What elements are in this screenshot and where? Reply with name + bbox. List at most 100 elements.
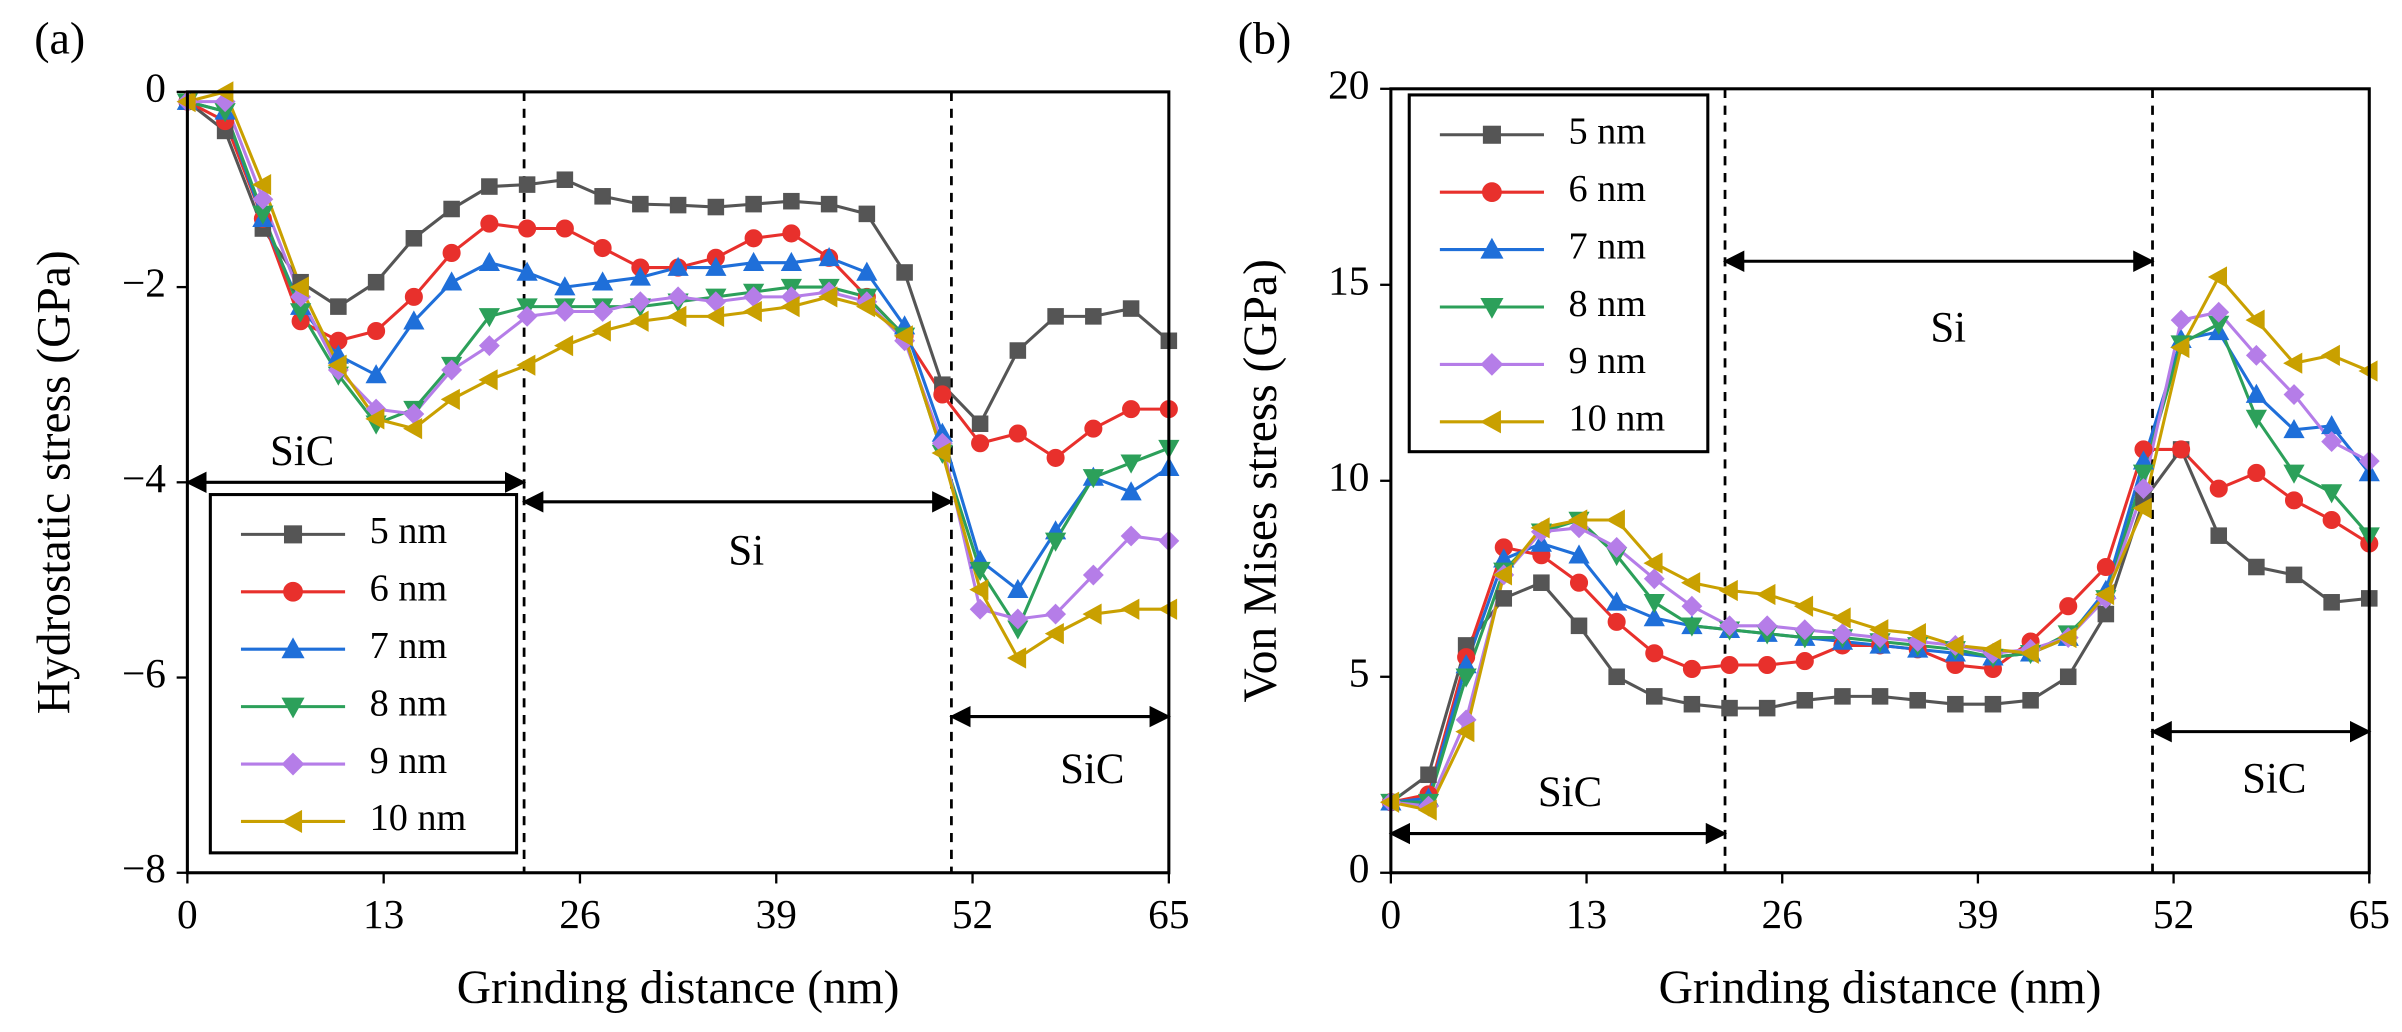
- marker-triangle-left: [2170, 336, 2190, 359]
- marker-square: [1570, 617, 1588, 635]
- marker-triangle-left: [931, 442, 951, 464]
- marker-triangle-up: [1568, 544, 1590, 564]
- marker-triangle-up: [516, 261, 538, 281]
- marker-diamond: [2133, 478, 2154, 500]
- marker-square: [1646, 688, 1663, 705]
- x-tick-label: 13: [363, 891, 404, 937]
- marker-square: [1796, 692, 1814, 709]
- marker-circle: [2059, 597, 2078, 616]
- marker-triangle-left: [1492, 564, 1513, 586]
- x-tick-label: 65: [1148, 891, 1189, 937]
- marker-diamond: [1681, 595, 1703, 617]
- marker-diamond: [1120, 525, 1142, 547]
- marker-circle: [2247, 463, 2266, 482]
- marker-square: [2210, 527, 2228, 544]
- marker-triangle-left: [705, 305, 725, 327]
- legend-marker: [1480, 297, 1504, 319]
- marker-diamond: [554, 301, 576, 322]
- marker-circle: [1795, 652, 1814, 671]
- marker-square: [1009, 342, 1027, 359]
- marker-square: [367, 273, 385, 291]
- marker-triangle-left: [1756, 583, 1776, 606]
- marker-triangle-left: [893, 325, 913, 347]
- marker-circle: [1720, 655, 1739, 675]
- legend-marker: [1482, 125, 1501, 144]
- marker-diamond: [969, 598, 991, 620]
- marker-triangle-down: [1120, 454, 1142, 474]
- marker-triangle-left: [2057, 626, 2077, 649]
- marker-square: [669, 196, 687, 214]
- marker-circle: [2284, 491, 2304, 510]
- legend-label: 10 nm: [370, 797, 467, 839]
- y-axis-label: Von Mises stress (GPa): [1235, 259, 1287, 702]
- marker-triangle-up: [403, 310, 425, 330]
- panel-label: (b): [1238, 12, 1292, 63]
- marker-circle: [1122, 400, 1141, 419]
- marker-diamond: [1007, 608, 1029, 630]
- marker-square: [1947, 695, 1964, 713]
- marker-square: [518, 176, 536, 193]
- marker-square: [2022, 692, 2039, 709]
- marker-square: [405, 230, 423, 247]
- marker-triangle-left: [1944, 634, 1964, 657]
- y-axis-label: Hydrostatic stress (GPa): [29, 250, 81, 714]
- x-tick-label: 52: [952, 891, 993, 937]
- marker-diamond: [2321, 431, 2343, 453]
- y-tick-label: −2: [122, 260, 166, 306]
- region-label: Si: [1930, 305, 1966, 352]
- marker-square: [1758, 699, 1776, 717]
- marker-triangle-left: [856, 296, 876, 318]
- plot-frame: [1389, 87, 2371, 875]
- marker-triangle-left: [2132, 497, 2152, 519]
- marker-square: [481, 178, 498, 195]
- marker-square: [330, 298, 347, 315]
- marker-triangle-down: [969, 561, 991, 581]
- marker-triangle-left: [1007, 647, 1027, 669]
- marker-square: [707, 198, 725, 216]
- marker-square: [971, 415, 989, 433]
- marker-triangle-up: [629, 266, 651, 286]
- marker-circle: [442, 243, 461, 262]
- marker-triangle-left: [1455, 721, 1475, 743]
- marker-triangle-left: [1793, 595, 1814, 617]
- marker-triangle-left: [591, 320, 611, 342]
- legend-label: 6 nm: [370, 568, 448, 610]
- region-label: SiC: [2242, 755, 2306, 802]
- legend-label: 9 nm: [1568, 340, 1646, 382]
- marker-triangle-left: [1831, 607, 1851, 629]
- marker-triangle-left: [2320, 344, 2340, 366]
- y-tick-label: −6: [122, 650, 166, 696]
- marker-triangle-left: [2283, 352, 2303, 374]
- marker-circle: [2322, 510, 2341, 530]
- marker-square: [745, 195, 762, 213]
- marker-triangle-left: [1718, 579, 1738, 602]
- marker-triangle-left: [554, 335, 574, 357]
- marker-square: [1683, 695, 1701, 713]
- marker-triangle-left: [818, 286, 838, 308]
- marker-square: [1122, 300, 1140, 317]
- marker-square: [1834, 688, 1851, 705]
- marker-circle: [1569, 573, 1589, 592]
- marker-circle: [593, 239, 612, 258]
- marker-circle: [1046, 448, 1065, 467]
- y-tick-label: −4: [122, 455, 166, 501]
- marker-square: [556, 171, 574, 188]
- marker-triangle-left: [1869, 619, 1889, 641]
- marker-triangle-down: [1082, 469, 1104, 489]
- marker-triangle-up: [705, 256, 727, 276]
- region-label: SiC: [1060, 746, 1124, 793]
- marker-diamond: [1756, 615, 1778, 637]
- marker-triangle-left: [1906, 623, 1926, 645]
- region-label: SiC: [1538, 769, 1602, 816]
- marker-diamond: [478, 335, 500, 357]
- marker-triangle-up: [1007, 578, 1029, 598]
- marker-diamond: [2170, 309, 2192, 331]
- marker-diamond: [2208, 301, 2230, 323]
- legend-label: 5 nm: [370, 510, 448, 552]
- y-tick-label: 15: [1328, 257, 1369, 303]
- marker-square: [1047, 308, 1064, 325]
- legend-marker: [281, 697, 305, 719]
- marker-triangle-left: [1643, 552, 1663, 574]
- marker-square: [1085, 308, 1102, 325]
